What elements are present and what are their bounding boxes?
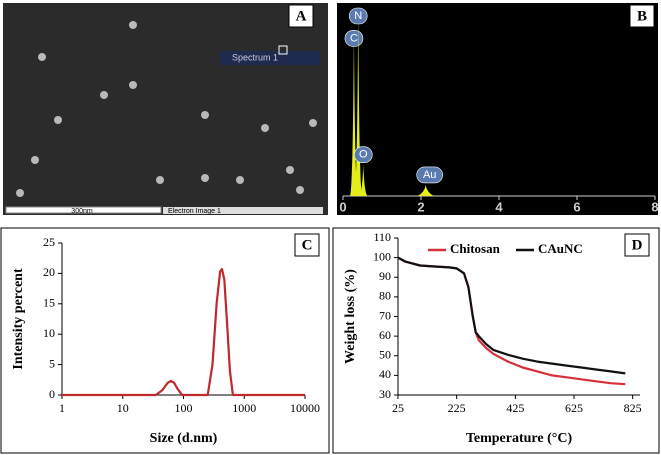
y-tick-label: 50 (379, 348, 391, 362)
x-tick-label: 225 (448, 401, 466, 415)
x-tick-label: 10 (117, 401, 129, 415)
y-tick-label: 40 (379, 367, 391, 381)
annotation: Electron Image 1 (168, 208, 221, 215)
series-line (397, 256, 626, 386)
particle (261, 124, 269, 132)
panel-frame (332, 227, 660, 454)
particle (296, 186, 304, 194)
peak-label: N (354, 10, 362, 22)
x-tick-label: 6 (573, 199, 580, 214)
particle (54, 116, 62, 124)
panel-label: D (632, 237, 643, 253)
annotation: Spectrum 1 (232, 52, 278, 62)
y-tick-label: 110 (373, 230, 391, 244)
peak-label: C (350, 32, 358, 44)
y-tick-label: 5 (49, 356, 55, 370)
particle (201, 174, 209, 182)
y-tick-label: 15 (43, 296, 55, 310)
sem-image (3, 3, 328, 215)
x-tick-label: 425 (506, 401, 524, 415)
peak-label: O (359, 149, 368, 161)
x-axis-title: Size (d.nm) (150, 431, 218, 446)
x-tick-label: 100 (175, 401, 193, 415)
panel-label-box (288, 4, 314, 28)
x-tick-label: 4 (495, 199, 503, 214)
y-tick-label: 80 (379, 289, 391, 303)
x-tick-label: 1 (59, 401, 65, 415)
y-tick-label: 60 (379, 328, 391, 342)
peak-label: Au (423, 169, 436, 181)
annotation: 300nm (71, 208, 93, 215)
particle (129, 81, 137, 89)
x-axis-title: Temperature (°C) (466, 431, 573, 446)
y-axis-title: Intensity percent (11, 268, 26, 370)
x-tick-label: 25 (392, 401, 404, 415)
peak-label-bg (416, 166, 443, 184)
x-tick-label: 2 (417, 199, 424, 214)
y-tick-label: 30 (379, 387, 391, 401)
marker-box (278, 45, 288, 55)
panel-label: B (637, 8, 647, 24)
series-line (397, 256, 626, 375)
peak (354, 12, 363, 196)
particle (16, 189, 24, 197)
particle (100, 91, 108, 99)
particle (201, 111, 209, 119)
x-tick-label: 8 (651, 199, 658, 214)
y-tick-label: 25 (43, 235, 55, 249)
x-tick-label: 0 (339, 199, 346, 214)
panel-label-box (294, 233, 320, 257)
y-tick-label: 100 (373, 249, 391, 263)
particle (156, 176, 164, 184)
particle (236, 176, 244, 184)
particle (31, 156, 39, 164)
particle (129, 21, 137, 29)
x-tick-label: 10000 (290, 401, 320, 415)
x-tick-label: 825 (624, 401, 642, 415)
y-tick-label: 90 (379, 269, 391, 283)
caption-box (163, 207, 323, 214)
peak-label-bg (353, 146, 373, 164)
particle (309, 119, 317, 127)
peak (417, 184, 434, 196)
panel-frame (0, 227, 330, 454)
particle (286, 166, 294, 174)
panel-label: C (302, 237, 313, 253)
y-tick-label: 70 (379, 308, 391, 322)
peak-label-bg (348, 7, 368, 25)
peak (359, 164, 368, 196)
x-tick-label: 1000 (232, 401, 256, 415)
edx-background (337, 3, 658, 215)
y-tick-label: 0 (49, 387, 55, 401)
series-line (62, 268, 305, 397)
panel-label: A (296, 8, 307, 24)
x-tick-label: 625 (565, 401, 583, 415)
peak (349, 30, 358, 197)
spectrum-marker (220, 51, 320, 65)
panel-label-box (624, 233, 650, 257)
y-tick-label: 20 (43, 265, 55, 279)
particle (38, 53, 46, 61)
peak-label-bg (344, 30, 364, 47)
scale-bar (5, 206, 162, 214)
y-axis-title: Weight loss (%) (343, 269, 358, 364)
y-tick-label: 10 (43, 326, 55, 340)
legend-label: CAuNC (538, 241, 583, 256)
panel-label-box (629, 4, 655, 28)
legend-label: Chitosan (450, 241, 501, 256)
